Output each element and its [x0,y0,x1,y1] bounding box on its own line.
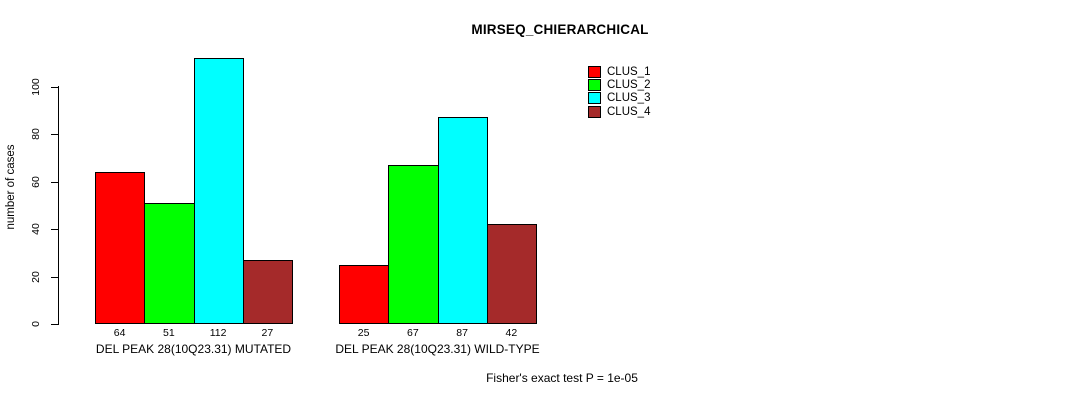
bar-value-label: 64 [113,327,126,339]
legend-row: CLUS_1 [588,65,650,78]
y-axis-label: number of cases [5,144,17,230]
y-tick-label: 60 [30,175,42,188]
bar-clus_2-group2 [388,164,439,324]
footer-annotation: Fisher's exact test P = 1e-05 [486,371,638,385]
bar-clus_4-group2 [486,224,537,324]
bar-value-label: 27 [261,327,274,339]
legend-swatch-clus_1 [588,65,601,78]
group-label: DEL PEAK 28(10Q23.31) MUTATED [95,342,292,356]
bar-clus_4-group1 [242,259,293,324]
y-tick [51,229,58,230]
y-tick [51,134,58,135]
bar-clus_1-group2 [339,264,390,324]
bar-clus_3-group1 [193,58,244,324]
bar-value-label: 67 [407,327,419,339]
legend-label: CLUS_3 [607,92,651,105]
y-tick-label: 40 [30,223,42,235]
group-label: DEL PEAK 28(10Q23.31) WILD-TYPE [335,342,540,356]
bar-clus_2-group1 [144,202,195,324]
bar-clus_1-group1 [95,172,146,324]
y-tick [51,324,58,325]
y-tick-label: 80 [30,128,42,140]
y-tick [51,86,58,88]
bar-value-label: 51 [163,327,175,339]
legend-swatch-clus_4 [588,105,601,118]
legend-label: CLUS_4 [607,105,651,118]
bar-value-label: 112 [209,327,227,339]
bar-value-label: 25 [357,327,370,339]
legend-label: CLUS_2 [607,79,651,92]
y-tick [51,276,58,278]
legend-swatch-clus_2 [588,79,601,92]
y-tick [51,181,58,183]
bar-value-label: 42 [505,327,518,339]
legend-label: CLUS_1 [607,65,651,78]
legend-row: CLUS_2 [588,78,651,92]
y-axis-line [58,86,59,325]
bar-clus_3-group2 [437,117,488,324]
y-tick-label: 100 [30,77,42,96]
y-tick-label: 0 [30,321,42,327]
bar-value-label: 87 [456,327,468,339]
chart-title: MIRSEQ_CHIERARCHICAL [471,22,649,37]
legend-row: CLUS_3 [588,92,650,105]
legend-row: CLUS_4 [588,105,650,118]
y-tick-label: 20 [30,270,42,283]
legend: CLUS_1 CLUS_2 CLUS_3 CLUS_4 [588,65,650,119]
legend-swatch-clus_3 [588,92,601,105]
